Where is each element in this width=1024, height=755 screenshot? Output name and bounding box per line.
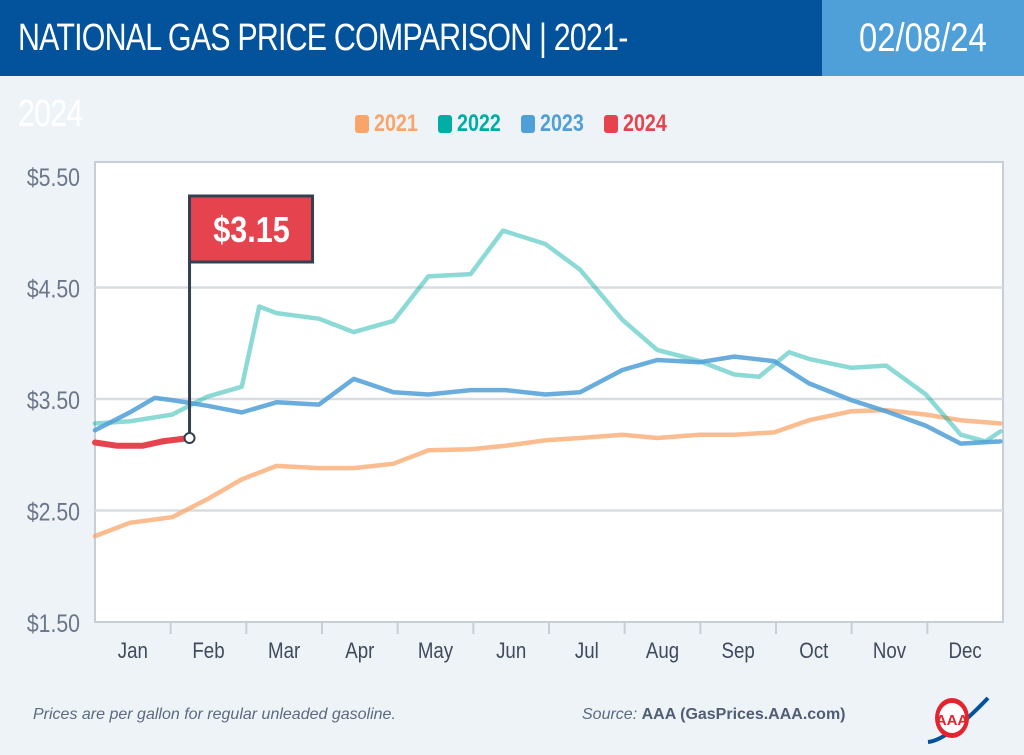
series-line-2022 [92, 228, 1003, 444]
legend-item-2022: 2022 [438, 110, 502, 138]
legend-swatch [604, 115, 619, 133]
x-tick-label: Nov [873, 640, 907, 664]
x-tick-label: Jun [496, 640, 526, 664]
x-tick-label: Mar [268, 640, 300, 664]
legend-item-2024: 2024 [604, 110, 668, 138]
y-tick-label: $3.50 [27, 386, 80, 414]
source-text: Source: AAA (GasPrices.AAA.com) [582, 706, 846, 724]
header-title-bar: NATIONAL GAS PRICE COMPARISON | 2021-202… [0, 0, 822, 135]
page-title: NATIONAL GAS PRICE COMPARISON | 2021-202… [18, 17, 628, 135]
annotation-point [183, 432, 196, 445]
y-tick-label: $2.50 [27, 498, 80, 526]
annotation-label: $3.15 [213, 211, 290, 251]
legend-label: 2021 [374, 110, 418, 137]
legend-label: 2023 [540, 110, 585, 137]
x-tick-label: Apr [345, 640, 374, 664]
x-tick-label: May [418, 640, 454, 664]
series-line-2021 [92, 407, 1003, 539]
x-tick-label: Sep [722, 640, 755, 664]
date-text: 02/08/24 [859, 16, 987, 60]
y-tick-label: $5.50 [27, 163, 80, 191]
flag-box [188, 194, 315, 264]
source-label: Source: [582, 706, 638, 723]
legend: 2021 2022 2023 2024 [0, 110, 1024, 138]
series-line-2023 [92, 354, 1003, 446]
footnote: Prices are per gallon for regular unlead… [33, 706, 396, 723]
legend-label: 2022 [457, 110, 502, 137]
legend-swatch [438, 115, 453, 133]
aaa-logo: AAA [927, 696, 990, 744]
date-badge: 02/08/24 [822, 0, 1024, 76]
x-tick-label: Feb [192, 640, 224, 664]
series-line-2024 [92, 435, 193, 449]
x-tick-label: Dec [949, 640, 982, 664]
legend-item-2023: 2023 [521, 110, 585, 138]
line-chart: $5.50 $4.50 $3.50 $2.50 $1.50 Jan Feb Mar Apr May… [27, 161, 1004, 664]
y-tick-label: $1.50 [27, 609, 80, 637]
legend-swatch [521, 115, 536, 133]
x-tick-label: Aug [646, 640, 679, 664]
source-value: AAA (GasPrices.AAA.com) [641, 706, 846, 723]
y-tick-label: $4.50 [27, 275, 80, 303]
x-tick-label: Oct [799, 640, 828, 664]
x-tick-label: Jul [575, 640, 599, 664]
svg-text:AAA: AAA [936, 712, 969, 729]
legend-label: 2024 [623, 110, 668, 137]
legend-swatch [355, 115, 370, 133]
legend-item-2021: 2021 [355, 110, 419, 138]
x-tick-label: Jan [118, 640, 148, 664]
